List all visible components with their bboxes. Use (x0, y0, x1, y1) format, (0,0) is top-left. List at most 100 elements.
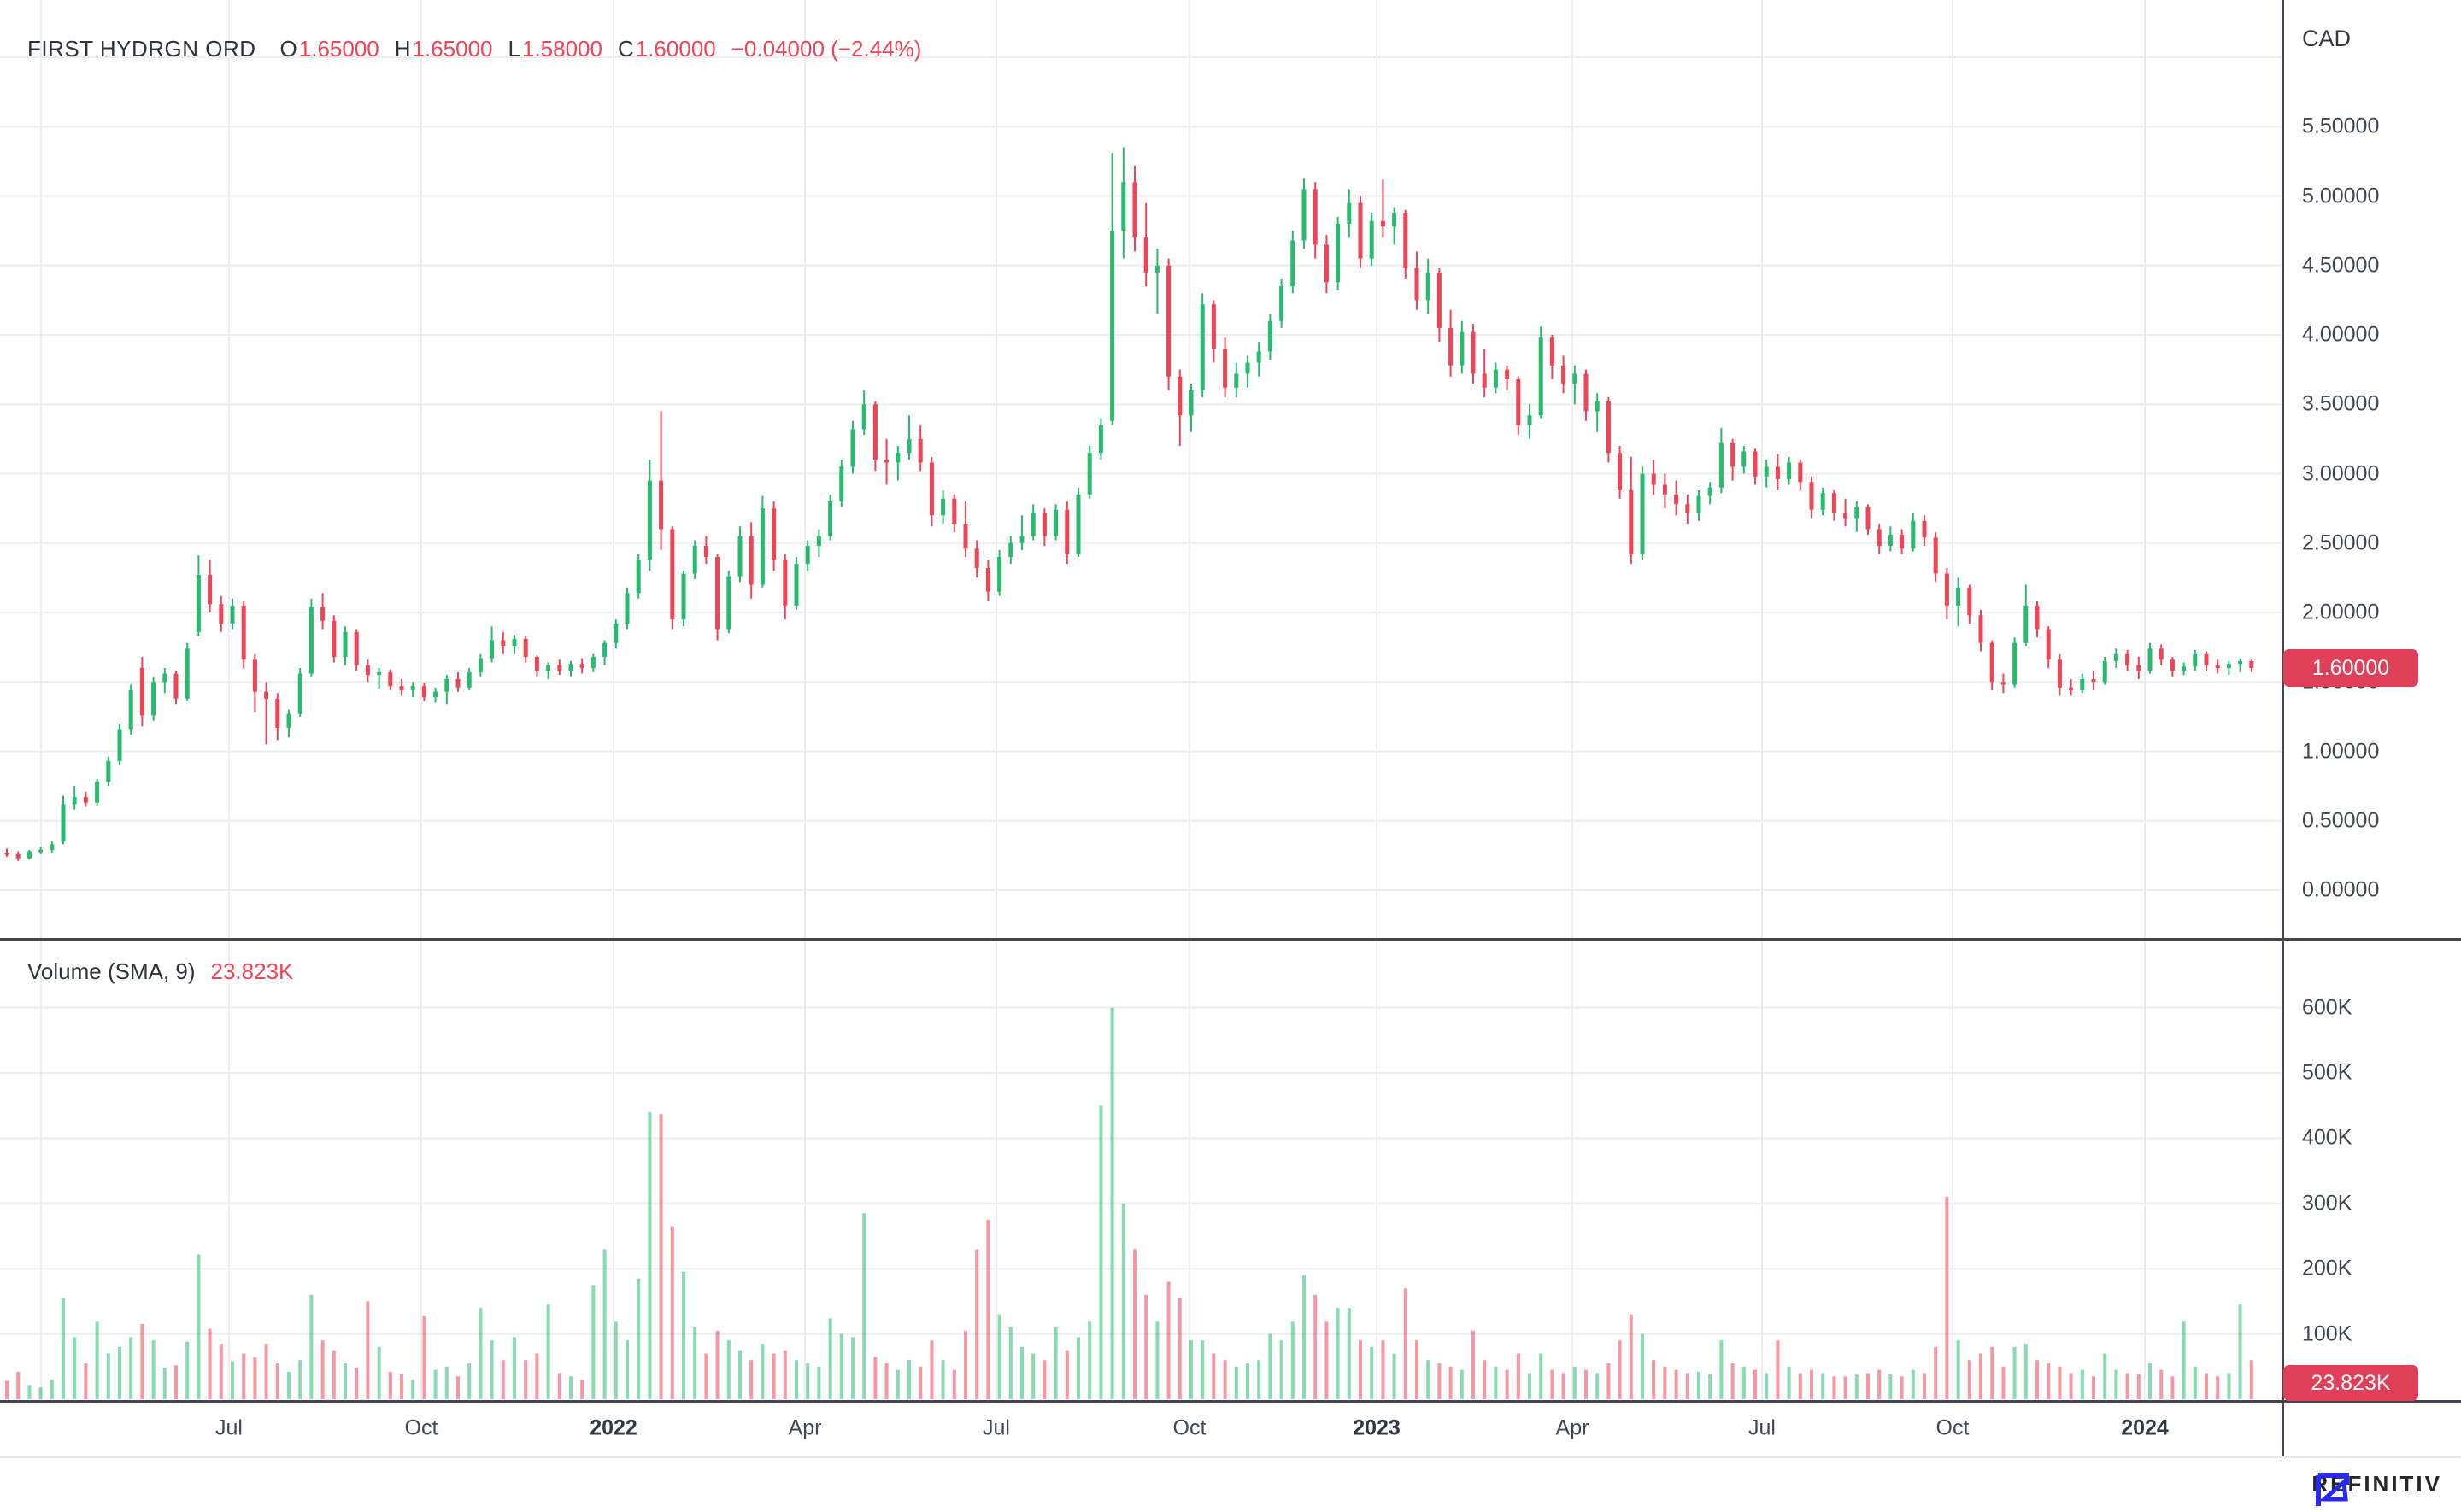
volume-bar (27, 1385, 32, 1399)
candle-body (1031, 513, 1036, 536)
volume-bar (1505, 1369, 1509, 1399)
candle-body (997, 557, 1002, 592)
volume-bar (2227, 1373, 2231, 1399)
close-value: 1.60000 (635, 36, 716, 62)
candle-body (1798, 462, 1803, 483)
volume-bar (580, 1380, 584, 1399)
volume-bar (231, 1361, 234, 1399)
candle-body (2012, 642, 2018, 685)
volume-bar (140, 1324, 144, 1399)
candle-body (1054, 509, 1059, 536)
volume-bar (1956, 1340, 1960, 1399)
volume-bar (1843, 1376, 1847, 1399)
volume-bar (1121, 1203, 1125, 1399)
volume-bar (659, 1114, 663, 1399)
candle-body (2080, 679, 2085, 690)
candle-body (1583, 373, 1589, 412)
candle-body (1166, 265, 1172, 377)
candle-body (2204, 653, 2209, 665)
candle-wick (896, 446, 899, 481)
candle-body (196, 575, 201, 632)
candle-body (50, 844, 55, 850)
candle-body (1854, 507, 1859, 519)
volume-bar (1866, 1373, 1870, 1399)
candle-body (308, 607, 314, 674)
volume-bar (1392, 1353, 1396, 1399)
candle-body (2238, 660, 2243, 665)
volume-bar (38, 1387, 43, 1399)
volume-bar (1324, 1321, 1329, 1399)
time-axis-label: 2024 (2121, 1415, 2169, 1440)
candle-body (151, 682, 156, 716)
candle-body (185, 648, 190, 699)
volume-bar (1990, 1346, 1994, 1399)
candle-body (2113, 653, 2118, 661)
candle-body (907, 438, 912, 454)
time-axis-label: Apr (788, 1415, 822, 1440)
volume-bar (1471, 1330, 1475, 1399)
volume-bar (738, 1350, 742, 1399)
candle-body (1008, 542, 1013, 557)
time-axis-label: Jul (983, 1415, 1010, 1440)
candle-body (1967, 587, 1972, 616)
volume-bar (16, 1371, 21, 1399)
volume-bar (1979, 1353, 1982, 1399)
volume-bar (1166, 1281, 1171, 1399)
candle-body (2125, 653, 2130, 665)
candle-body (794, 564, 799, 606)
volume-bar (535, 1353, 539, 1399)
pane-divider-line[interactable] (0, 938, 2461, 941)
volume-bar (591, 1285, 596, 1399)
price-scale-border (2282, 0, 2284, 1456)
volume-bar (1923, 1373, 1926, 1399)
candle-body (703, 546, 708, 557)
high-value: 1.65000 (412, 36, 493, 62)
candle-body (219, 604, 224, 624)
volume-bar (806, 1363, 810, 1399)
candle-body (377, 671, 382, 676)
volume-bar (1065, 1350, 1069, 1399)
candle-wick (265, 682, 267, 745)
candle-body (1414, 268, 1419, 301)
candle-body (1493, 369, 1498, 388)
candle-body (1696, 495, 1701, 513)
candle-body (1403, 213, 1408, 268)
candle-body (230, 605, 235, 624)
candle-wick (1483, 349, 1486, 398)
volume-bar (1595, 1373, 1600, 1399)
brand-footer: REFINITIV (2311, 1471, 2442, 1506)
volume-bar (264, 1344, 268, 1399)
volume-bar (1223, 1360, 1227, 1399)
volume-bar (817, 1366, 821, 1399)
close-label: C (617, 36, 634, 62)
volume-bar (693, 1327, 697, 1399)
candle-body (1460, 331, 1465, 366)
open-label: O (279, 36, 297, 62)
price-axis-label: 4.00000 (2302, 322, 2380, 347)
volume-bar (1426, 1360, 1430, 1399)
volume-bar (1787, 1366, 1791, 1399)
candle-body (117, 729, 122, 761)
candle-body (1956, 587, 1961, 606)
volume-bar (1629, 1314, 1633, 1399)
volume-bar (162, 1368, 167, 1399)
volume-bar (253, 1357, 257, 1399)
price-axis-label: 2.00000 (2302, 600, 2380, 624)
candle-body (772, 508, 777, 560)
candle-body (715, 557, 720, 630)
candle-body (1900, 535, 1905, 549)
candle-body (1042, 513, 1047, 536)
candle-body (625, 593, 630, 624)
candle-body (872, 404, 878, 460)
volume-bar (344, 1363, 347, 1399)
volume-bar (106, 1353, 110, 1399)
volume-bar (839, 1333, 843, 1399)
volume-bar (2001, 1366, 2006, 1399)
volume-bar (95, 1321, 99, 1399)
candle-body (974, 548, 979, 568)
candle-body (681, 573, 686, 620)
candle-body (783, 560, 788, 606)
volume-bar (1765, 1373, 1769, 1399)
volume-axis-label: 100K (2302, 1322, 2352, 1346)
